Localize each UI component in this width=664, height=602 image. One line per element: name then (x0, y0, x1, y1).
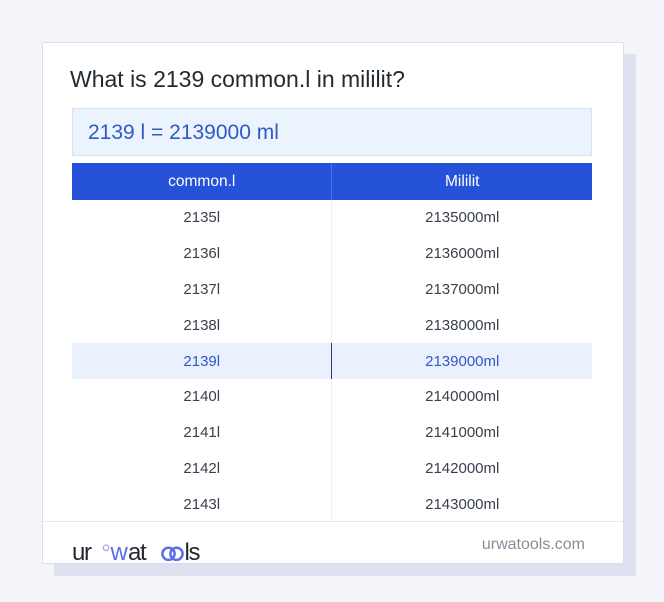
svg-text:w: w (110, 539, 129, 566)
svg-text:at: at (128, 539, 147, 566)
svg-text:ls: ls (185, 539, 201, 566)
svg-text:ur: ur (72, 539, 92, 566)
